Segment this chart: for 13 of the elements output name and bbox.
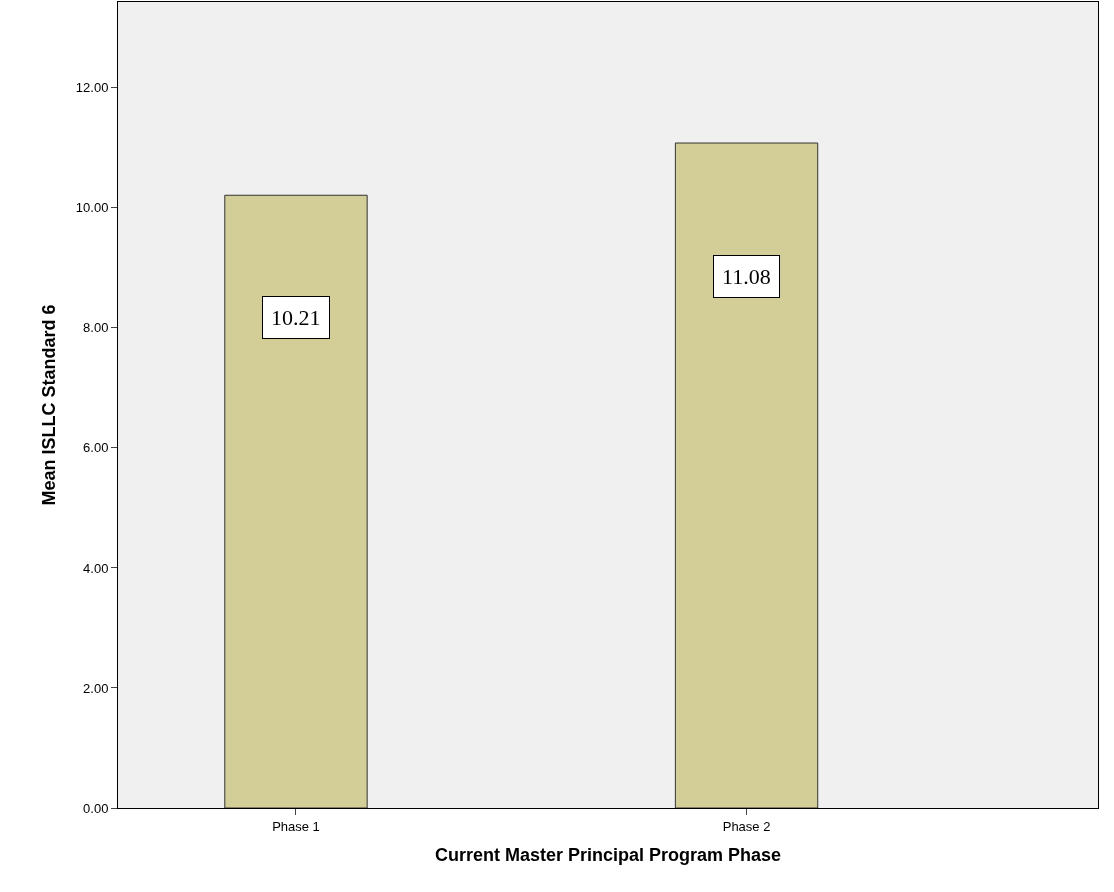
y-tick-label: 2.00: [83, 680, 109, 696]
data-label: 11.08: [722, 264, 771, 289]
y-tick-label: 0.00: [83, 800, 109, 816]
x-tick-label: Phase 2: [722, 818, 771, 834]
y-tick-label: 6.00: [83, 440, 109, 456]
data-label: 10.21: [271, 305, 321, 330]
x-tick-label: Phase 1: [272, 818, 320, 834]
y-axis-title: Mean ISLLC Standard 6: [39, 304, 60, 506]
y-tick-label: 12.00: [75, 80, 109, 96]
y-tick-label: 8.00: [83, 320, 109, 336]
y-tick-label: 4.00: [83, 560, 109, 576]
y-tick-label: 10.00: [75, 200, 109, 216]
x-axis-title: Current Master Principal Program Phase: [434, 844, 782, 865]
